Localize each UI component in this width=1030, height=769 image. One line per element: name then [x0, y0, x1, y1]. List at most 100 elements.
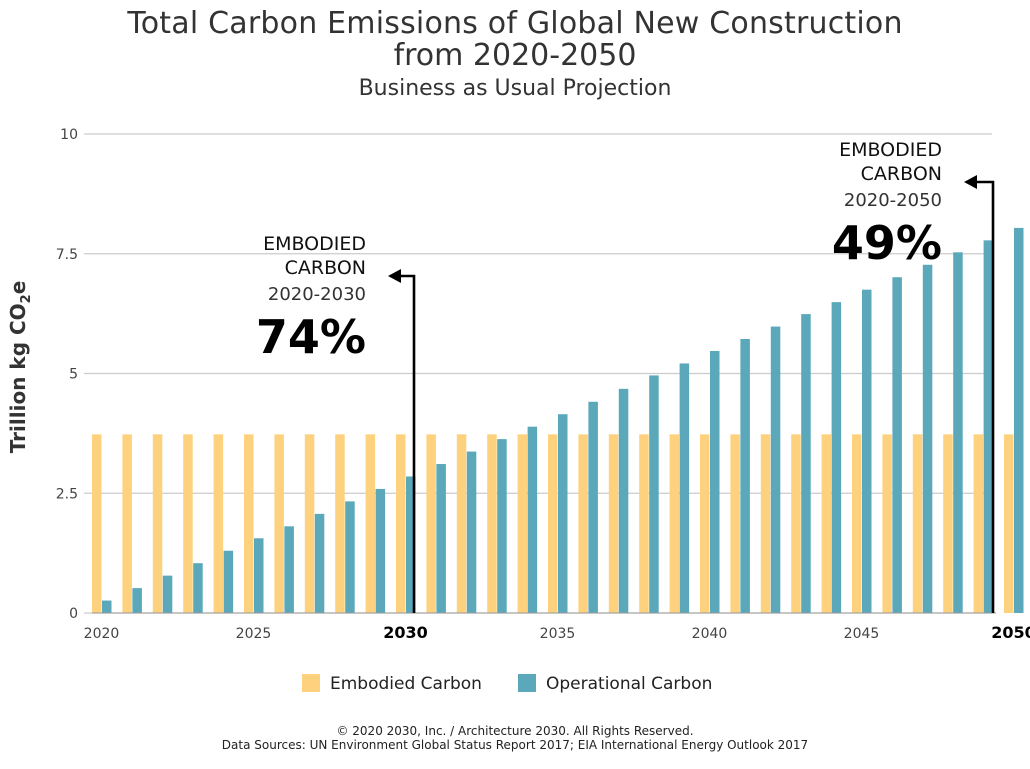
- annotation-label-line1: EMBODIED: [839, 139, 942, 161]
- y-tick-label: 0: [69, 606, 78, 622]
- bar-operational-2027: [314, 513, 325, 613]
- x-tick-label-2045: 2045: [844, 626, 880, 642]
- bar-operational-2033: [497, 439, 507, 613]
- bar-operational-2048: [953, 252, 963, 614]
- bar-embodied-2040: [700, 434, 710, 613]
- chart-title-line2: from 2020-2050: [393, 38, 637, 73]
- annotation-label-line2: CARBON: [861, 163, 942, 185]
- chart-title: Total Carbon Emissions of Global New Con…: [127, 6, 903, 41]
- bar-embodied-2028: [335, 434, 345, 613]
- bar-embodied-2036: [578, 434, 588, 613]
- bar-operational-2034: [527, 426, 538, 613]
- annotation-arrow-line: [400, 274, 416, 613]
- x-tick-label-2050: 2050: [991, 623, 1030, 642]
- annotation-percent: 74%: [256, 310, 366, 364]
- bar-operational-2021: [132, 588, 142, 613]
- bar-operational-2028: [345, 501, 355, 613]
- legend-swatch-operational: [518, 674, 536, 692]
- bar-embodied-2038: [639, 434, 649, 613]
- bar-embodied-2025: [244, 434, 254, 613]
- bar-operational-2022: [162, 575, 173, 613]
- annotation-arrowhead: [964, 175, 977, 189]
- bar-embodied-2020: [92, 434, 102, 613]
- bar-operational-2039: [679, 363, 690, 613]
- bar-embodied-2024: [213, 434, 224, 613]
- y-tick-label: 2.5: [56, 486, 78, 502]
- bar-operational-2025: [254, 538, 264, 613]
- bar-embodied-2047: [912, 434, 923, 613]
- bar-operational-2041: [740, 339, 750, 613]
- copyright-text: © 2020 2030, Inc. / Architecture 2030. A…: [336, 724, 694, 738]
- y-tick-label: 7.5: [56, 247, 78, 263]
- bar-operational-2026: [284, 526, 294, 613]
- bar-operational-2032: [466, 451, 477, 613]
- bar-operational-2030: [406, 476, 416, 613]
- bar-operational-2042: [770, 326, 781, 613]
- annotation-period: 2020-2050: [844, 190, 942, 211]
- legend-swatch-embodied: [302, 674, 320, 692]
- bar-operational-2037: [618, 388, 629, 613]
- bar-embodied-2043: [791, 434, 801, 613]
- bar-embodied-2041: [730, 434, 740, 613]
- bar-operational-2029: [375, 488, 386, 613]
- x-tick-label-2030: 2030: [383, 623, 428, 642]
- bar-embodied-2045: [852, 434, 862, 613]
- bar-operational-2024: [223, 550, 234, 613]
- bar-operational-2043: [801, 314, 811, 613]
- bar-operational-2031: [436, 464, 446, 613]
- chart-subtitle: Business as Usual Projection: [358, 76, 672, 101]
- bar-embodied-2023: [183, 434, 193, 613]
- bar-operational-2036: [588, 401, 598, 613]
- bars: [92, 227, 1024, 614]
- bar-embodied-2046: [882, 434, 892, 613]
- bar-embodied-2022: [152, 434, 163, 613]
- bar-embodied-2037: [608, 434, 619, 613]
- annotation-period: 2020-2030: [268, 284, 366, 305]
- bar-embodied-2049: [973, 434, 984, 613]
- bar-operational-2040: [710, 350, 720, 613]
- y-tick-label: 5: [69, 367, 78, 383]
- annotations: EMBODIEDCARBON2020-203074%EMBODIEDCARBON…: [256, 139, 995, 613]
- annotation-label-line2: CARBON: [285, 257, 366, 279]
- bar-operational-2020: [102, 600, 112, 613]
- bar-embodied-2039: [669, 434, 680, 613]
- bar-embodied-2031: [426, 434, 436, 613]
- bar-embodied-2027: [304, 434, 315, 613]
- bar-embodied-2042: [760, 434, 771, 613]
- bar-embodied-2021: [122, 434, 132, 613]
- bar-operational-2050: [1014, 227, 1024, 613]
- bar-operational-2049: [983, 240, 994, 613]
- x-tick-label-2040: 2040: [692, 626, 728, 642]
- bar-embodied-2030: [396, 434, 406, 613]
- bar-operational-2038: [649, 375, 659, 613]
- x-ticks: 2020 2025 2030 2035 2040 2045 2050: [84, 623, 1030, 642]
- bar-embodied-2029: [365, 434, 376, 613]
- bar-embodied-2026: [274, 434, 284, 613]
- annotation-arrowhead: [388, 269, 401, 283]
- x-tick-label-2020: 2020: [84, 626, 120, 642]
- x-tick-label-2025: 2025: [236, 626, 272, 642]
- bar-embodied-2035: [548, 434, 558, 613]
- bar-embodied-2033: [487, 434, 497, 613]
- y-ticks: 0 2.5 5 7.5 10: [56, 127, 78, 622]
- bar-operational-2047: [922, 264, 933, 613]
- legend-label-embodied: Embodied Carbon: [330, 674, 482, 694]
- x-tick-label-2035: 2035: [540, 626, 576, 642]
- annotation-arrow-line: [976, 180, 995, 613]
- legend-label-operational: Operational Carbon: [546, 674, 713, 694]
- data-sources-text: Data Sources: UN Environment Global Stat…: [221, 738, 809, 752]
- annotation-label-line1: EMBODIED: [263, 233, 366, 255]
- bar-operational-2045: [862, 289, 872, 613]
- annotation-percent: 49%: [832, 216, 942, 270]
- bar-embodied-2032: [456, 434, 467, 613]
- bar-embodied-2044: [821, 434, 832, 613]
- bar-operational-2023: [193, 563, 203, 613]
- bar-operational-2046: [892, 277, 902, 613]
- y-tick-label: 10: [60, 127, 78, 143]
- bar-operational-2035: [558, 414, 568, 613]
- bar-embodied-2050: [1004, 434, 1014, 613]
- bar-embodied-2048: [943, 434, 953, 613]
